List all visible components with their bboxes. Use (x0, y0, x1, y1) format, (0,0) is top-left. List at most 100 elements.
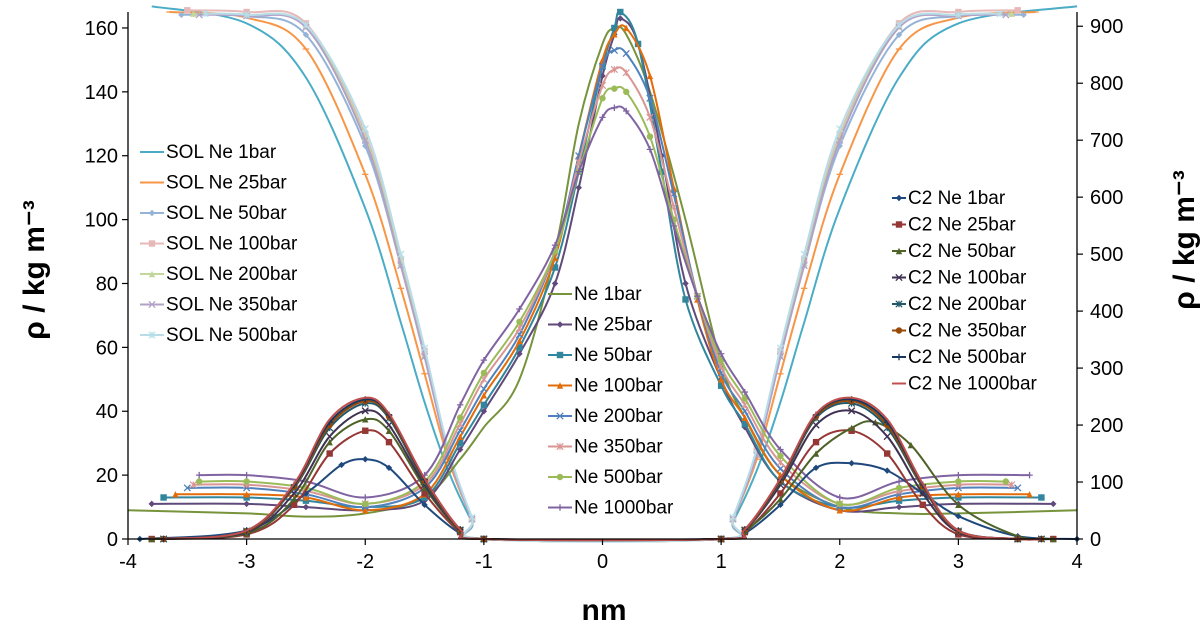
series-point (362, 507, 369, 514)
legend-item: Ne 200bar (548, 406, 663, 427)
series-point (302, 21, 310, 29)
legend-item: SOL Ne 350bar (140, 295, 298, 316)
legend-marker (556, 351, 564, 359)
series-point (456, 433, 464, 440)
y-right-tick-label: 600 (1090, 187, 1123, 209)
series-line (163, 396, 1042, 542)
series-point (243, 500, 250, 508)
y-right-tick-label: 200 (1090, 415, 1123, 437)
series-point (243, 478, 250, 485)
series-point (800, 250, 808, 258)
series-point (160, 494, 167, 501)
legend-label: Ne 50bar (574, 345, 653, 366)
series-point (1008, 10, 1015, 17)
legend-label: Ne 200bar (574, 406, 663, 427)
series-line (199, 13, 1006, 543)
series-point (777, 446, 784, 453)
series-point (611, 31, 618, 38)
series-point (243, 11, 251, 19)
legend-item: SOL Ne 1bar (140, 142, 277, 163)
series-point (516, 337, 523, 345)
series-point (551, 254, 559, 262)
series-point (421, 501, 428, 509)
series-point (847, 407, 856, 415)
legend-c2: C2 Ne 1bar C2 Ne 25bar C2 Ne 50bar C2 Ne 10… (892, 188, 1038, 395)
y-left-tick-label: 160 (85, 18, 118, 40)
series-point (184, 7, 191, 14)
series-point (551, 264, 559, 271)
series-point (646, 113, 654, 122)
series-point (836, 500, 843, 508)
y-left-tick-label: 100 (85, 210, 118, 232)
series-point (1026, 491, 1033, 498)
y-left-tick-label: 60 (96, 337, 118, 359)
series-point (955, 531, 962, 538)
x-axis-title: nm (582, 594, 627, 627)
legend-item: C2 Ne 500bar (892, 347, 1027, 368)
series-point (195, 471, 203, 479)
series-point (776, 458, 785, 466)
legend-marker (556, 412, 564, 420)
legend-marker (148, 331, 156, 339)
legend-sol: SOL Ne 1bar SOL Ne 25bar SOL Ne 50bar SOL N… (140, 142, 298, 346)
legend-item: C2 Ne 100bar (892, 268, 1027, 289)
y-left-tick-label: 80 (96, 273, 118, 295)
y-axis-right-title: ρ / kg m⁻³ (1168, 170, 1201, 309)
legend-label: C2 Ne 25bar (908, 215, 1016, 236)
series-point (812, 464, 820, 471)
series-point (516, 344, 523, 351)
series-point (361, 407, 369, 415)
series-point (362, 494, 369, 501)
series-point (836, 136, 844, 144)
series-point (611, 85, 618, 92)
series-point (385, 427, 393, 434)
legend-label: C2 Ne 50bar (908, 241, 1016, 262)
series-point (599, 114, 606, 121)
x-tick-label: -3 (238, 551, 256, 573)
legend-item: C2 Ne 1bar (892, 188, 1006, 209)
series-point (848, 424, 855, 432)
series-point (480, 392, 488, 399)
series-point (623, 88, 630, 96)
legend-marker (556, 473, 564, 481)
series-point (190, 10, 197, 17)
series-point (480, 408, 488, 415)
legend-item: Ne 1bar (548, 284, 642, 305)
x-tick-label: 1 (716, 551, 727, 573)
legend-layer: SOL Ne 1bar SOL Ne 25bar SOL Ne 50bar SOL N… (140, 142, 1038, 519)
series-point (646, 94, 654, 102)
series-point (848, 460, 855, 467)
y-right-tick-label: 800 (1090, 73, 1123, 95)
series-point (895, 31, 903, 38)
series-point (617, 8, 624, 16)
series-point (907, 441, 915, 449)
series-point (776, 344, 785, 352)
legend-item: SOL Ne 25bar (140, 173, 287, 194)
series-point (385, 438, 393, 446)
series-point (1014, 484, 1022, 492)
series-point (599, 95, 606, 102)
series-point (326, 432, 334, 441)
axes-layer: -4 -3 -2 -1 0 1 2 3 4020406080100120140160010020… (85, 12, 1123, 573)
series-point (1008, 481, 1016, 489)
series-point (717, 376, 725, 383)
series-point (611, 24, 618, 32)
legend-label: SOL Ne 200bar (166, 264, 298, 285)
series-point (480, 401, 488, 409)
series-point (421, 490, 428, 497)
series-point (362, 416, 369, 423)
series-point (884, 467, 891, 474)
legend-label: C2 Ne 350bar (908, 321, 1027, 342)
series-point (646, 72, 654, 80)
legend-marker (895, 194, 903, 202)
series-point (1026, 471, 1033, 479)
legend-label: Ne 500bar (574, 467, 663, 488)
legend-label: SOL Ne 25bar (166, 173, 287, 194)
legend-item: Ne 100bar (548, 376, 663, 397)
series-point (516, 318, 523, 326)
legend-marker (148, 300, 156, 309)
series-point (598, 62, 607, 70)
series-point (362, 427, 369, 434)
legend-marker (556, 321, 564, 328)
